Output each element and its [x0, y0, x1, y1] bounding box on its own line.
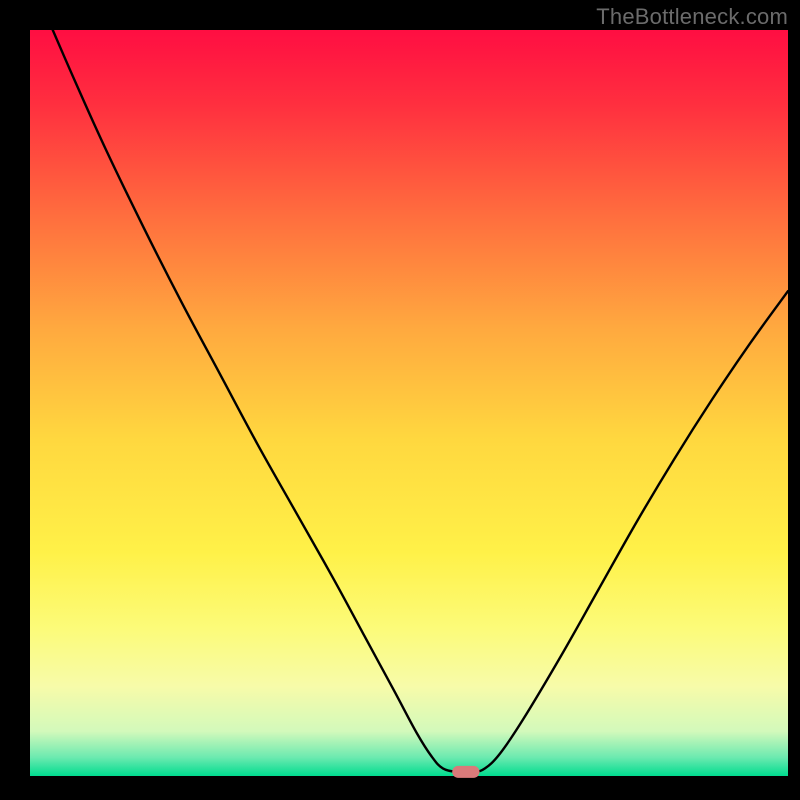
optimal-marker [452, 766, 479, 778]
chart-frame: TheBottleneck.com [0, 0, 800, 800]
watermark-text: TheBottleneck.com [596, 4, 788, 30]
bottleneck-curve-chart [0, 0, 800, 800]
